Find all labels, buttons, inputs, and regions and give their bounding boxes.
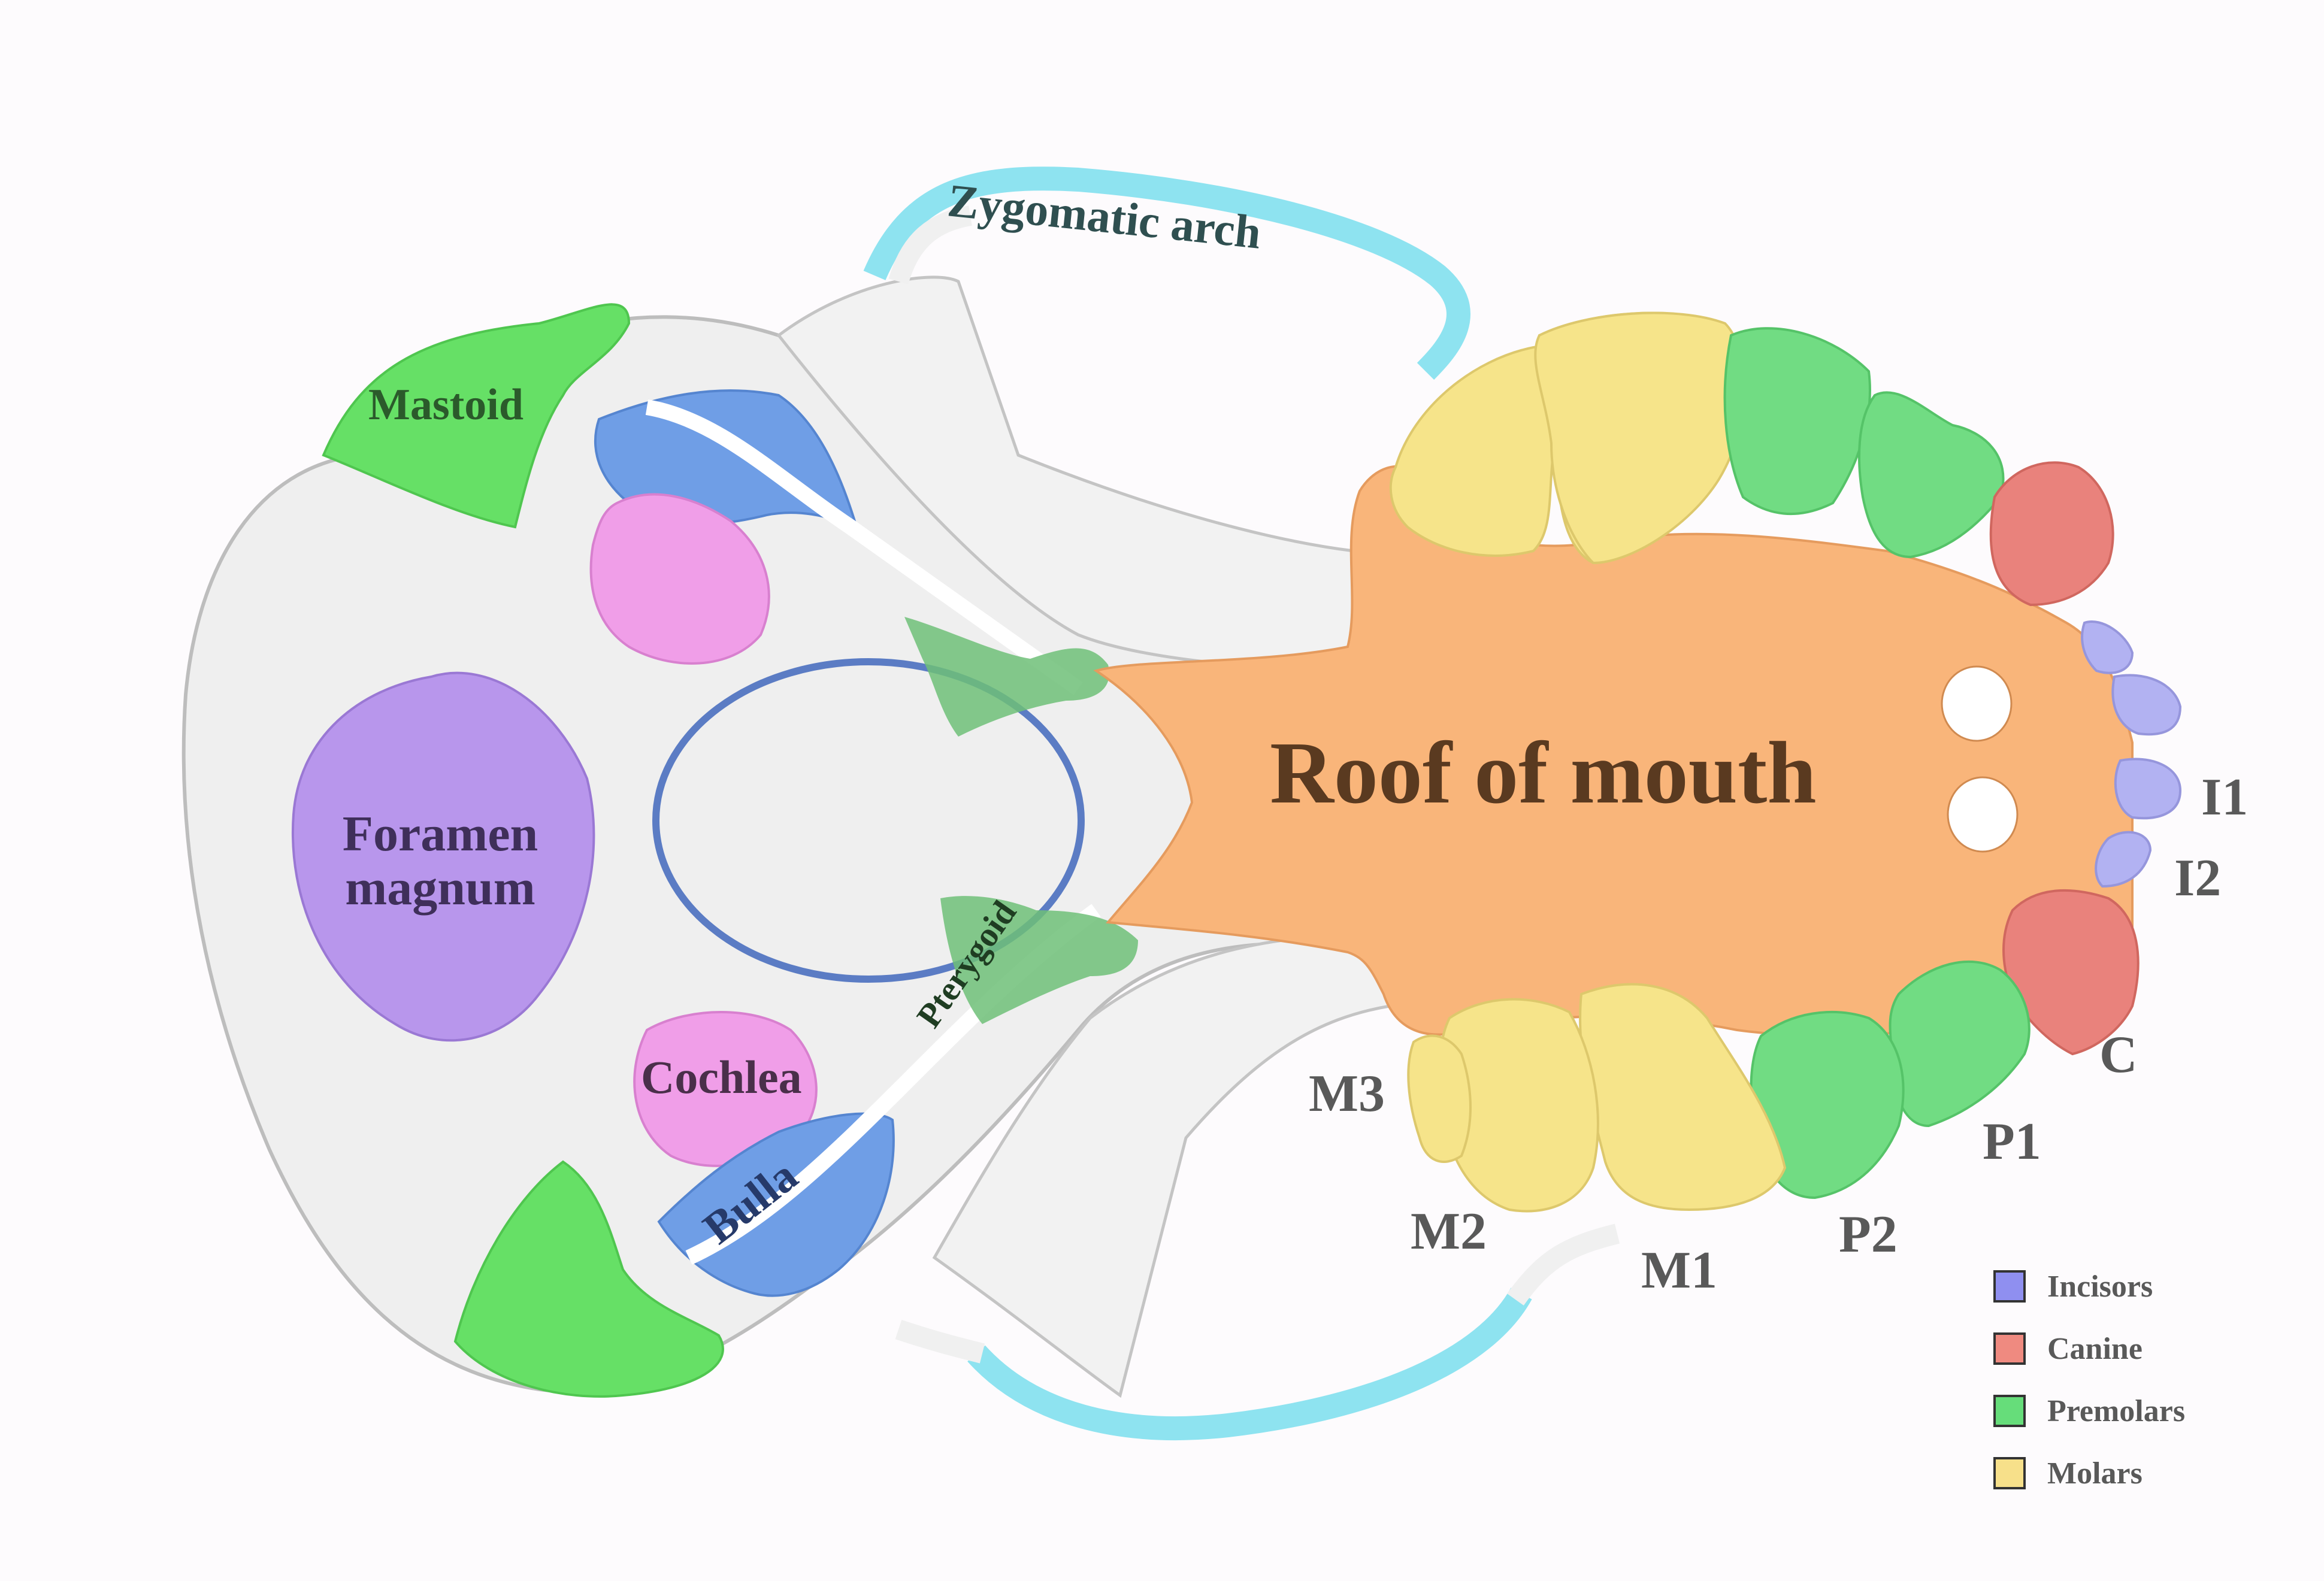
tooth-premolar-lower-1 bbox=[1889, 960, 2031, 1128]
foramen-magnum bbox=[292, 671, 595, 1042]
legend-item-canine: Canine bbox=[1993, 1318, 2185, 1380]
label-C: C bbox=[2099, 1026, 2138, 1084]
tooth-incisor-lower-2 bbox=[2095, 831, 2152, 888]
label-I1: I1 bbox=[2201, 768, 2248, 826]
legend-item-premolars: Premolars bbox=[1993, 1380, 2185, 1442]
incisive-foramen-2 bbox=[1947, 776, 2019, 853]
tooth-premolar-upper-1 bbox=[1858, 391, 2005, 559]
incisive-foramen-1 bbox=[1941, 665, 2013, 742]
legend-swatch-canine bbox=[1993, 1332, 2026, 1365]
label-foramen-magnum-1: Foramen bbox=[343, 806, 538, 862]
pterygoid-bottom bbox=[940, 896, 1138, 1024]
legend: Incisors Canine Premolars Molars bbox=[1993, 1255, 2185, 1504]
legend-swatch-premolars bbox=[1993, 1395, 2026, 1427]
tooth-molar-upper-1 bbox=[1534, 311, 1746, 565]
zygomatic-arch-top-bone bbox=[888, 205, 973, 284]
zygomatic-arch-bottom bbox=[967, 1288, 1532, 1440]
zygomatic-arch-bottom-bone2 bbox=[1507, 1223, 1620, 1306]
label-M2: M2 bbox=[1411, 1203, 1487, 1261]
label-I2: I2 bbox=[2174, 849, 2221, 907]
tooth-molar-lower-3 bbox=[1407, 1034, 1472, 1163]
label-foramen-magnum-2: magnum bbox=[345, 860, 535, 916]
legend-swatch-incisors bbox=[1993, 1270, 2026, 1303]
zygomatic-arch-top bbox=[863, 166, 1470, 380]
mastoid-bottom bbox=[453, 1160, 724, 1398]
label-roof-of-mouth: Roof of mouth bbox=[1270, 724, 1817, 822]
tooth-incisor-upper-2 bbox=[2111, 674, 2182, 736]
legend-label-molars: Molars bbox=[2047, 1456, 2143, 1491]
tooth-premolar-upper-2 bbox=[1723, 327, 1871, 516]
label-M3: M3 bbox=[1309, 1065, 1385, 1123]
tooth-incisor-lower-1 bbox=[2114, 758, 2182, 820]
label-M1: M1 bbox=[1641, 1241, 1717, 1300]
label-P1: P1 bbox=[1983, 1113, 2041, 1171]
tooth-canine-upper bbox=[1989, 461, 2114, 607]
zygomatic-arch-bottom-bone bbox=[895, 1319, 985, 1364]
tooth-molar-upper-3 bbox=[1389, 346, 1569, 557]
legend-swatch-molars bbox=[1993, 1457, 2026, 1489]
legend-item-incisors: Incisors bbox=[1993, 1255, 2185, 1318]
label-P2: P2 bbox=[1839, 1206, 1898, 1264]
styloid-rod-top bbox=[645, 399, 1083, 695]
legend-label-incisors: Incisors bbox=[2047, 1269, 2153, 1304]
tooth-incisor-upper-1 bbox=[2081, 620, 2134, 674]
cochlea-top bbox=[589, 493, 770, 665]
label-mastoid: Mastoid bbox=[368, 380, 523, 429]
highlight-ring bbox=[652, 658, 1085, 983]
mastoid-top bbox=[322, 303, 631, 529]
pterygoid-top bbox=[904, 617, 1109, 737]
legend-label-premolars: Premolars bbox=[2047, 1394, 2186, 1428]
label-cochlea: Cochlea bbox=[641, 1051, 802, 1103]
legend-label-canine: Canine bbox=[2047, 1331, 2143, 1366]
legend-item-molars: Molars bbox=[1993, 1442, 2185, 1504]
